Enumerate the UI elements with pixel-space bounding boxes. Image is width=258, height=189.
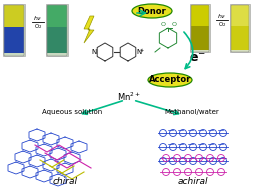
Polygon shape	[84, 16, 94, 43]
Text: achiral: achiral	[178, 177, 208, 187]
Bar	[47, 27, 67, 53]
Bar	[191, 5, 209, 27]
Text: e$^{-}$: e$^{-}$	[189, 51, 205, 64]
Text: Aqueous solution: Aqueous solution	[42, 109, 102, 115]
Bar	[4, 5, 24, 28]
Text: N: N	[91, 49, 97, 55]
Text: O: O	[172, 22, 176, 28]
Bar	[191, 26, 209, 50]
Bar	[47, 5, 67, 28]
Text: Mn$^{2+}$: Mn$^{2+}$	[117, 91, 141, 103]
Text: N: N	[136, 49, 142, 55]
Bar	[231, 5, 249, 27]
FancyBboxPatch shape	[3, 4, 25, 56]
Text: O: O	[160, 22, 165, 28]
Bar	[231, 26, 249, 50]
Text: O$_2$: O$_2$	[34, 22, 42, 31]
FancyArrowPatch shape	[136, 101, 179, 115]
Text: Donor: Donor	[138, 6, 166, 15]
Text: +: +	[140, 47, 144, 53]
Text: O$_2$: O$_2$	[218, 21, 226, 29]
Text: $h\nu$: $h\nu$	[33, 14, 43, 22]
Text: $h\nu$: $h\nu$	[217, 12, 227, 20]
Text: Acceptor: Acceptor	[149, 75, 191, 84]
Bar	[4, 27, 24, 53]
Ellipse shape	[148, 73, 192, 87]
FancyBboxPatch shape	[46, 4, 68, 56]
FancyArrowPatch shape	[184, 32, 193, 69]
Text: chiral: chiral	[52, 177, 77, 187]
FancyBboxPatch shape	[230, 4, 250, 52]
FancyArrowPatch shape	[82, 101, 122, 114]
FancyBboxPatch shape	[190, 4, 210, 52]
Text: Methanol/water: Methanol/water	[165, 109, 219, 115]
Ellipse shape	[132, 4, 172, 18]
